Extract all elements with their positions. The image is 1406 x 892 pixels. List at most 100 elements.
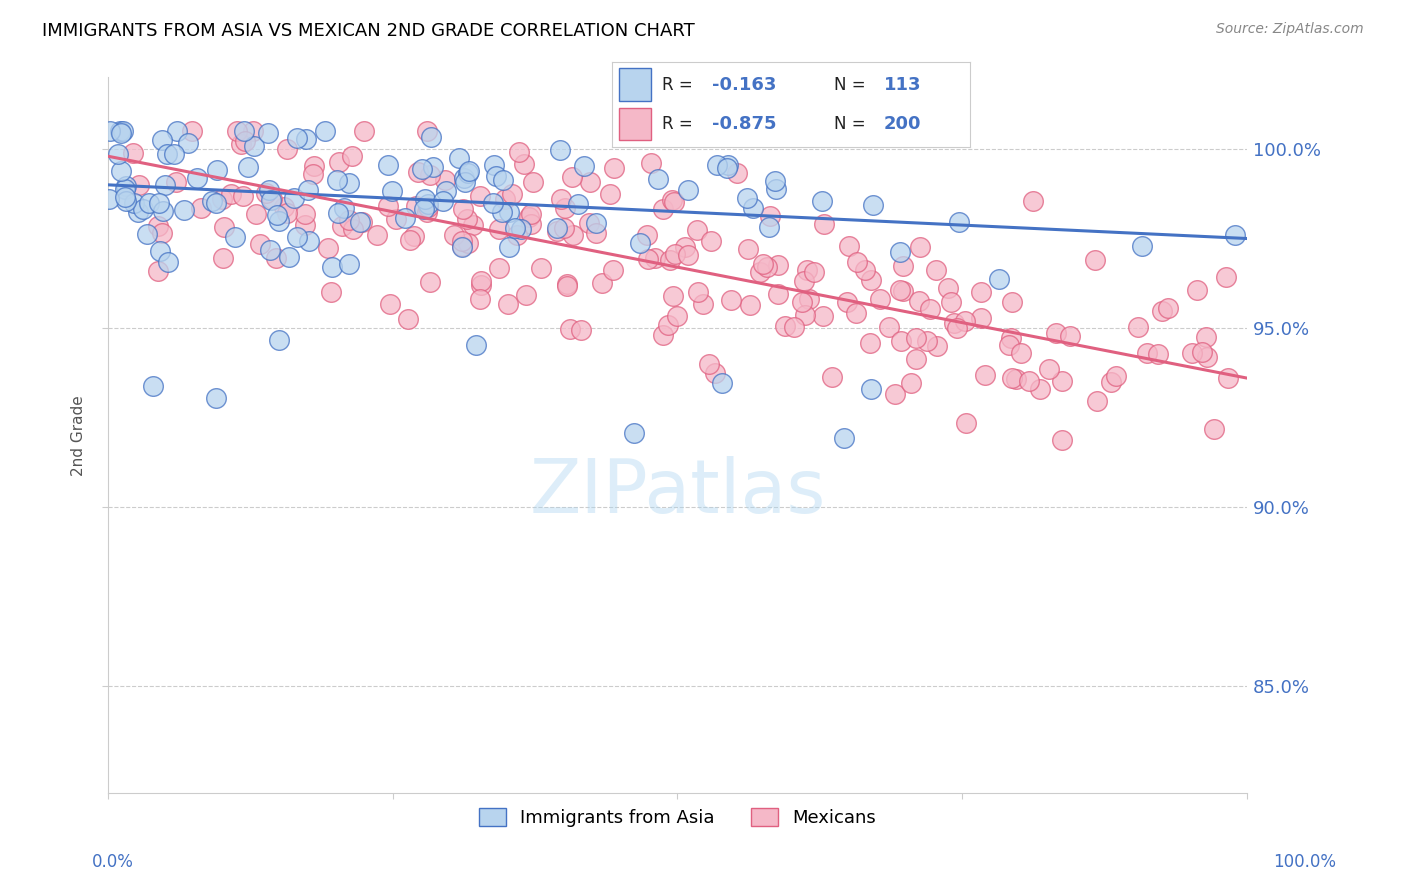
Point: [970, 285, 993, 299]
Point: [1022, 194, 1045, 209]
Point: [1130, 239, 1153, 253]
Point: [399, 233, 422, 247]
Point: [1000, 295, 1022, 310]
Point: [506, 227, 529, 242]
Point: [628, 236, 651, 251]
Point: [298, 234, 321, 248]
Point: [205, 163, 228, 178]
Point: [443, 228, 465, 243]
Point: [700, 235, 723, 249]
Point: [200, 194, 222, 208]
Point: [301, 168, 323, 182]
Y-axis label: 2nd Grade: 2nd Grade: [72, 395, 86, 475]
Point: [737, 242, 759, 256]
Point: [405, 199, 427, 213]
Point: [173, 203, 195, 218]
Point: [146, 264, 169, 278]
Point: [1216, 371, 1239, 385]
Point: [491, 205, 513, 219]
Point: [1126, 320, 1149, 334]
Point: [725, 166, 748, 180]
Point: [775, 318, 797, 333]
Point: [749, 265, 772, 279]
Point: [602, 263, 624, 277]
Point: [640, 156, 662, 170]
Point: [765, 182, 787, 196]
Point: [457, 236, 479, 251]
Point: [259, 243, 281, 257]
Point: [915, 334, 938, 348]
Point: [1215, 270, 1237, 285]
Point: [353, 124, 375, 138]
Point: [482, 196, 505, 211]
Point: [661, 289, 683, 303]
Point: [1059, 329, 1081, 343]
Point: [337, 257, 360, 271]
Point: [190, 201, 212, 215]
Point: [416, 200, 439, 214]
Point: [889, 283, 911, 297]
Text: 200: 200: [884, 115, 921, 133]
Point: [377, 159, 399, 173]
Point: [661, 193, 683, 207]
Point: [599, 186, 621, 201]
Point: [254, 186, 277, 200]
Point: [647, 172, 669, 186]
Point: [378, 297, 401, 311]
Point: [342, 222, 364, 236]
Text: Source: ZipAtlas.com: Source: ZipAtlas.com: [1216, 22, 1364, 37]
Point: [859, 272, 882, 286]
Point: [741, 201, 763, 215]
Point: [860, 382, 883, 396]
Point: [811, 309, 834, 323]
Point: [1136, 346, 1159, 360]
Point: [249, 237, 271, 252]
Point: [869, 293, 891, 307]
Point: [432, 194, 454, 208]
Point: [1150, 304, 1173, 318]
Point: [603, 161, 626, 175]
Point: [212, 219, 235, 234]
Point: [623, 426, 645, 441]
Point: [451, 234, 474, 248]
Text: R =: R =: [662, 77, 697, 95]
Point: [453, 171, 475, 186]
Point: [697, 358, 720, 372]
Point: [1099, 375, 1122, 389]
Point: [328, 155, 350, 169]
Point: [285, 229, 308, 244]
Point: [711, 376, 734, 390]
Point: [498, 240, 520, 254]
Point: [461, 218, 484, 232]
Point: [685, 223, 707, 237]
Point: [224, 230, 246, 244]
Point: [688, 285, 710, 299]
Point: [150, 226, 173, 240]
Point: [266, 208, 288, 222]
Point: [510, 222, 533, 236]
Point: [664, 246, 686, 260]
Point: [337, 213, 360, 227]
Point: [260, 193, 283, 207]
Point: [136, 227, 159, 242]
Point: [1004, 372, 1026, 386]
Point: [152, 204, 174, 219]
Point: [295, 132, 318, 146]
Point: [503, 220, 526, 235]
Point: [146, 219, 169, 234]
Point: [297, 183, 319, 197]
Point: [796, 262, 818, 277]
Point: [366, 228, 388, 243]
Point: [889, 245, 911, 260]
Point: [325, 173, 347, 187]
Point: [186, 170, 208, 185]
Point: [377, 199, 399, 213]
Text: -0.875: -0.875: [711, 115, 776, 133]
Point: [651, 202, 673, 217]
Point: [488, 221, 510, 235]
Point: [578, 216, 600, 230]
Point: [501, 187, 523, 202]
Point: [567, 197, 589, 211]
Text: N =: N =: [834, 77, 870, 95]
Point: [550, 192, 572, 206]
